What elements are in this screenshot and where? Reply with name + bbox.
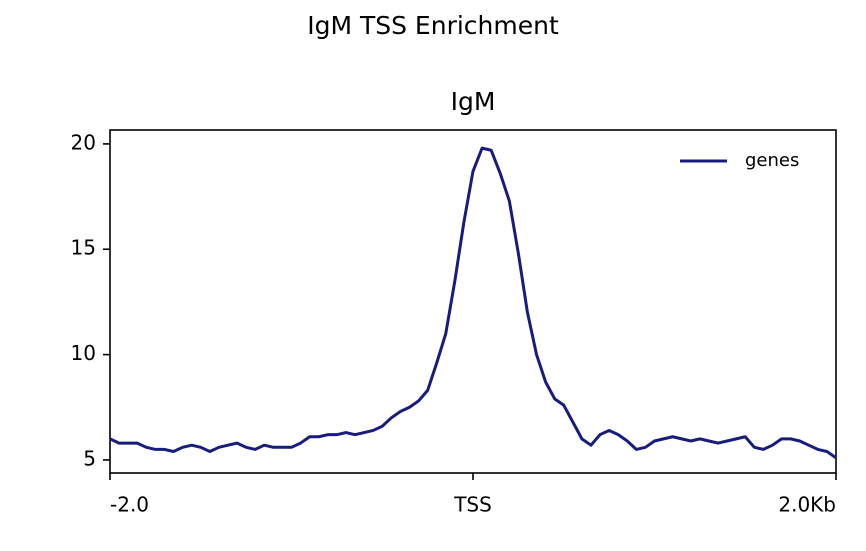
x-tick-label: 2.0Kb	[778, 493, 836, 517]
legend-label: genes	[745, 150, 799, 171]
y-tick-label: 15	[71, 236, 96, 260]
y-tick-label: 20	[71, 130, 96, 154]
y-tick-label: 5	[83, 446, 96, 470]
series-line	[109, 146, 837, 460]
x-tick-label: TSS	[453, 493, 492, 517]
y-tick-label: 10	[71, 341, 96, 365]
x-tick-label: -2.0	[110, 493, 149, 517]
plot-frame	[109, 129, 837, 474]
chart-subtitle: IgM	[451, 87, 496, 116]
chart-title: IgM TSS Enrichment	[307, 11, 559, 40]
